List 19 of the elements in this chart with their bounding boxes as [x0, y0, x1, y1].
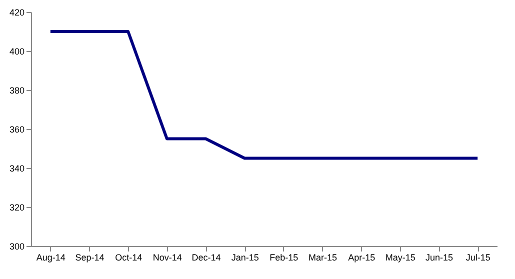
x-tick-label: Feb-15 — [270, 252, 298, 262]
y-tick-label: 340 — [9, 164, 24, 174]
x-tick-label: Sep-14 — [75, 252, 104, 262]
y-tick-label: 400 — [9, 46, 24, 56]
x-tick-label: Aug-14 — [36, 252, 66, 262]
x-tick-label: Mar-15 — [308, 252, 338, 262]
y-tick-label: 300 — [9, 242, 24, 252]
x-tick-label: Apr-15 — [348, 252, 376, 262]
x-tick-label: Oct-14 — [115, 252, 142, 262]
x-tick-label: Nov-14 — [152, 252, 182, 262]
x-tick-label: Dec-14 — [192, 252, 221, 262]
y-tick-label: 320 — [9, 202, 24, 212]
y-tick-label: 380 — [9, 86, 24, 96]
x-tick-label: Jul-15 — [466, 252, 490, 262]
y-tick-label: 420 — [9, 8, 24, 18]
y-tick-label: 360 — [9, 124, 24, 134]
x-tick-label: Jun-15 — [425, 252, 454, 262]
x-tick-label: Jan-15 — [231, 252, 259, 262]
x-tick-label: May-15 — [385, 252, 416, 262]
